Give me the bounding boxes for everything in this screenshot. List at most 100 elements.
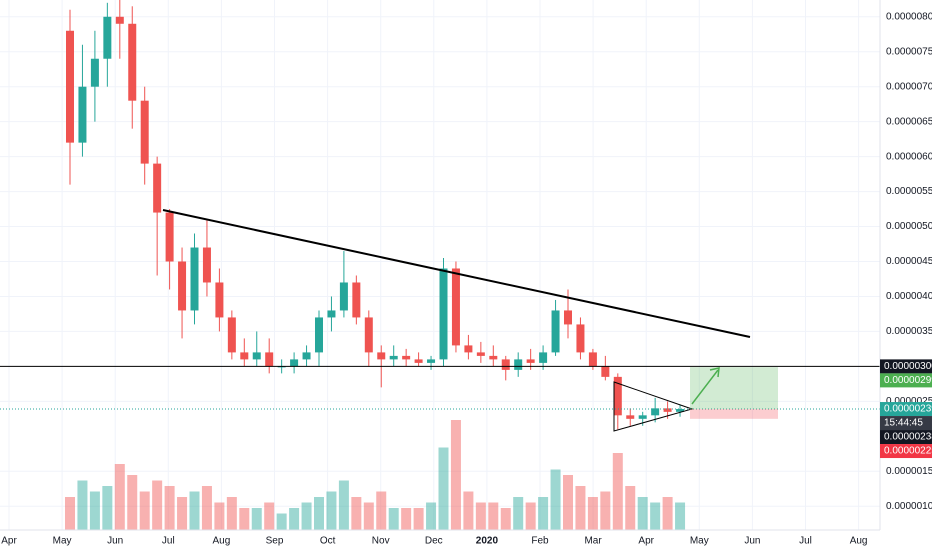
- price-label: 0.00000299: [884, 375, 932, 386]
- candle-body: [103, 16, 112, 59]
- target-zone: [690, 367, 778, 410]
- candle-body: [302, 352, 311, 360]
- candle-body: [153, 163, 162, 213]
- x-tick-label: Apr: [638, 536, 654, 547]
- candle-body: [128, 23, 137, 101]
- candle-body: [227, 317, 236, 353]
- candle-body: [78, 86, 87, 143]
- volume-bar: [563, 475, 573, 530]
- volume-bar: [201, 486, 212, 530]
- volume-bar: [500, 508, 511, 530]
- candle-body: [638, 415, 647, 419]
- price-label-bg: [880, 402, 932, 417]
- volume-layer: [65, 420, 686, 530]
- volume-bar: [488, 502, 499, 530]
- candle-body: [339, 282, 348, 311]
- drawings: [0, 209, 880, 432]
- candle-body: [178, 261, 187, 311]
- x-tick-label: Mar: [584, 536, 602, 547]
- volume-bar: [89, 491, 100, 530]
- volume-bar: [513, 497, 524, 530]
- volume-bar: [226, 497, 237, 530]
- countdown-label-bg: [880, 416, 932, 431]
- volume-bar: [675, 502, 686, 530]
- trend-line: [162, 209, 751, 338]
- candle-body: [489, 355, 498, 360]
- volume-bar: [326, 491, 337, 530]
- candle-body: [414, 359, 423, 363]
- volume-bar: [625, 486, 636, 530]
- volume-bar: [251, 508, 262, 530]
- x-tick-label: Dec: [425, 536, 443, 547]
- price-label: 0.00000225: [884, 446, 932, 457]
- arrow-head: [709, 367, 720, 378]
- volume-bar: [575, 486, 586, 530]
- price-label-bg: [880, 444, 932, 459]
- candle-body: [327, 310, 336, 318]
- volume-bar: [612, 453, 623, 530]
- candle-body: [651, 408, 660, 416]
- price-label-bg: [880, 430, 932, 445]
- x-tick-label: Aug: [213, 536, 231, 547]
- candle-body: [501, 359, 510, 370]
- volume-bar: [189, 491, 200, 530]
- x-tick-label: Feb: [531, 536, 549, 547]
- candle-body: [514, 359, 523, 370]
- grid: [0, 0, 880, 530]
- axis-labels: Apr May Jun Jul Aug Sep Oct Nov Dec 2020 Feb Mar Apr…: [1, 11, 932, 547]
- volume-bar: [114, 464, 125, 530]
- price-label-bg: [880, 373, 932, 388]
- x-tick-label: Jun: [107, 536, 123, 547]
- candle-body: [539, 352, 548, 363]
- volume-bar: [314, 497, 324, 530]
- price-label: 0.00000300: [884, 361, 932, 372]
- volume-bar: [662, 497, 673, 530]
- candle-body: [215, 282, 224, 318]
- volume-bar: [637, 497, 648, 530]
- candle-body: [427, 359, 436, 363]
- x-tick-label: Jun: [744, 536, 760, 547]
- volume-bar: [127, 475, 138, 530]
- candle-body: [676, 409, 685, 412]
- volume-bar: [401, 508, 412, 530]
- candle-body: [526, 359, 535, 363]
- x-tick-label: Jul: [799, 536, 812, 547]
- volume-bar: [102, 486, 113, 530]
- volume-bar: [600, 491, 611, 530]
- target-arrow: [691, 369, 719, 405]
- x-tick-label: 2020: [476, 536, 499, 547]
- volume-bar: [475, 502, 486, 530]
- volume-bar: [289, 508, 300, 530]
- candle-body: [364, 317, 373, 353]
- candle-body: [66, 30, 74, 143]
- volume-bar: [463, 491, 474, 530]
- x-tick-label: Oct: [320, 536, 336, 547]
- volume-bar: [438, 447, 449, 530]
- candle-body: [240, 352, 249, 360]
- candle-body: [576, 324, 585, 353]
- candle-body: [626, 415, 635, 419]
- candle-body: [315, 317, 323, 353]
- volume-bar: [164, 486, 175, 530]
- volume-bar: [413, 508, 424, 530]
- candle-body: [601, 366, 610, 377]
- volume-bar: [587, 497, 598, 530]
- candle-body: [588, 352, 597, 367]
- candle-body: [464, 345, 473, 353]
- volume-bar: [177, 497, 188, 530]
- x-tick-label: May: [690, 536, 709, 547]
- candle-body: [290, 359, 299, 367]
- triangle-pattern: [613, 381, 694, 432]
- candle-body: [402, 355, 411, 360]
- x-tick-label: Sep: [266, 536, 284, 547]
- volume-bar: [65, 497, 75, 530]
- volume-bar: [239, 508, 250, 530]
- x-tick-label: Apr: [1, 536, 17, 547]
